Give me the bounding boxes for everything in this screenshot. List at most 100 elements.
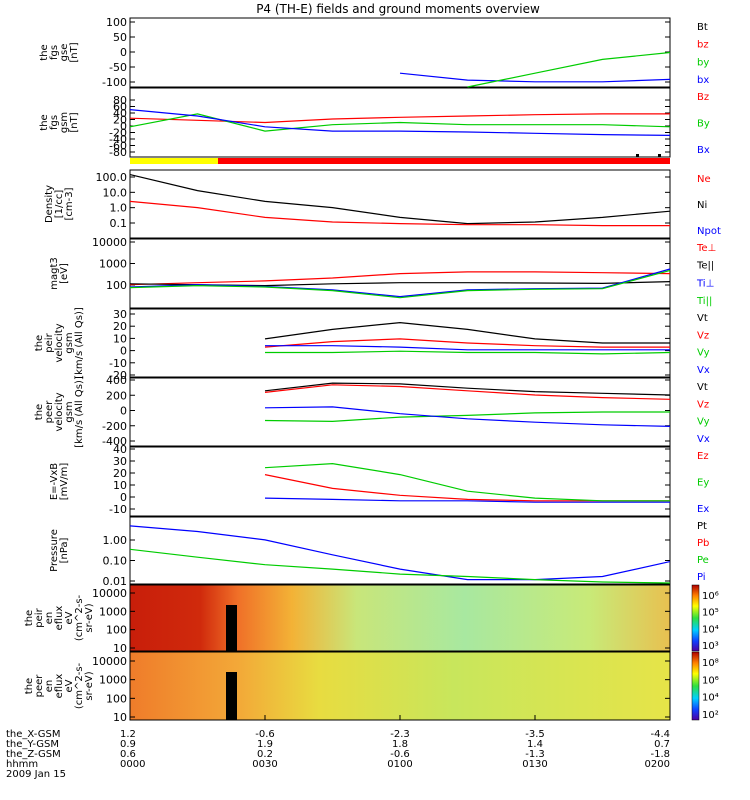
- y-axis-label-line: [eV]: [59, 263, 70, 284]
- ephemeris-value: 0100: [387, 759, 412, 770]
- legend-ni-label: Ni: [697, 200, 707, 211]
- y-axis-label-line: peir: [34, 607, 45, 627]
- y-tick-label: -100: [102, 76, 127, 89]
- y-tick-label: 100: [106, 624, 127, 637]
- y-axis-label-line: [cm-3]: [64, 187, 75, 220]
- ephemeris-value: 0.6: [120, 749, 136, 760]
- y-axis-label-line: eflux: [54, 674, 65, 699]
- spectrogram-gap: [226, 605, 237, 651]
- y-axis-label-line: the: [39, 114, 50, 130]
- y-tick-label: 100: [106, 279, 127, 292]
- series-ez-line: [264, 474, 670, 502]
- legend-vx-label: Vx: [697, 434, 710, 445]
- legend-te-label: Te||: [696, 261, 714, 272]
- y-tick-label: 0.10: [103, 555, 128, 568]
- series-vz-line: [264, 338, 670, 348]
- legend-te-label: Te⊥: [696, 243, 716, 254]
- panel-frame: [129, 446, 671, 517]
- y-axis-label: thepeirvelocitygsm[km/s (All Qs)]: [34, 307, 85, 379]
- y-axis-label-line: Density: [44, 185, 55, 223]
- y-tick-label: 0: [120, 120, 127, 133]
- colorbar-tick-label: 10⁸: [702, 658, 719, 669]
- y-axis-label-line: the: [39, 44, 50, 60]
- series-vz-line: [264, 384, 671, 400]
- y-tick-label: -60: [109, 140, 127, 153]
- y-axis-label-line: magt3: [49, 257, 60, 290]
- y-tick-label: 30: [113, 455, 127, 468]
- y-tick-label: 20: [113, 320, 127, 333]
- legend-bt-label: Bt: [697, 22, 708, 33]
- ephemeris-value: 1.9: [257, 739, 273, 750]
- y-axis-label-line: [nPa]: [59, 537, 70, 563]
- panel-temperature: 10000 1000 100 magt3[eV] Te⊥ Te|| Ti⊥ Ti||: [49, 236, 716, 309]
- y-axis-label-line: the: [24, 610, 35, 626]
- colorbar: [691, 584, 700, 652]
- y-tick-label: 400: [106, 374, 127, 387]
- legend-vy-label: Vy: [697, 417, 710, 428]
- spectrogram-image: [130, 652, 670, 720]
- y-axis-label-line: [1/cc]: [54, 190, 65, 219]
- y-axis-label: thepeirenefluxeV(cm^2-s-sr-eV): [24, 594, 95, 641]
- y-tick-label: 10: [113, 642, 127, 655]
- y-axis-label-line: velocity: [54, 392, 65, 431]
- legend-vt-label: Vt: [697, 313, 708, 324]
- y-tick-label: 200: [106, 389, 127, 402]
- series-te-line: [129, 271, 671, 286]
- y-tick-label: 50: [113, 31, 127, 44]
- y-axis-label-line: gse: [59, 44, 70, 62]
- y-tick-label: -50: [109, 61, 127, 74]
- panel-fgs-gse: 100 50 0 -50 -100 thefgsgse[nT] Bt bz by bx: [39, 16, 709, 89]
- panel-frame: [129, 584, 671, 652]
- y-tick-label: 60: [113, 101, 127, 114]
- y-tick-label: 1000: [99, 605, 127, 618]
- panel-peer-velocity: 400 200 0 -200 -400 thepeervelocitygsm[km/s (…: [34, 374, 710, 448]
- spectrogram-gap: [226, 672, 237, 720]
- y-axis-label-line: gsm: [64, 332, 75, 353]
- y-tick-label: 1000: [99, 258, 127, 271]
- colorbar-tick-label: 10⁶: [702, 675, 719, 686]
- y-axis-label-line: [mV/m]: [59, 463, 70, 501]
- legend-by-label: By: [697, 119, 710, 130]
- legend-ex-label: Ex: [697, 504, 709, 515]
- y-axis-label: Pressure[nPa]: [49, 529, 70, 572]
- y-axis-label-line: (cm^2-s-: [74, 662, 85, 709]
- legend-ti-label: Ti⊥: [696, 278, 714, 289]
- legend-ez-label: Ez: [697, 451, 709, 462]
- y-axis-label-line: velocity: [54, 323, 65, 362]
- series-ti-line: [129, 268, 671, 298]
- y-tick-label: 40: [113, 107, 127, 120]
- legend-pi-label: Pi: [697, 572, 706, 583]
- panel-frame: [129, 87, 671, 158]
- series-ni-line: [129, 174, 671, 225]
- y-tick-label: -400: [102, 435, 127, 448]
- y-tick-label: 10000: [92, 655, 127, 668]
- series-vy-line: [264, 411, 670, 423]
- series-ex-line: [264, 497, 670, 503]
- y-tick-label: -200: [102, 420, 127, 433]
- y-axis-label-line: Pressure: [49, 529, 60, 572]
- series-pi-line: [129, 525, 671, 581]
- legend-by-label: by: [697, 57, 709, 68]
- y-axis-label: Density[1/cc][cm-3]: [44, 185, 75, 223]
- y-axis-label-line: (cm^2-s-: [74, 594, 85, 641]
- mode-bar-tick-2: [658, 154, 661, 157]
- ephemeris-row-label: the_X-GSM: [6, 729, 60, 740]
- date-label: 2009 Jan 15: [6, 769, 66, 780]
- legend-bz-label: Bz: [697, 92, 709, 103]
- y-tick-label: 0: [120, 405, 127, 418]
- series-ey-line: [264, 462, 670, 502]
- y-tick-label: 10000: [92, 587, 127, 600]
- legend-ne-label: Ne: [697, 174, 711, 185]
- colorbar-tick-label: 10³: [702, 641, 719, 652]
- series-vx-line: [264, 406, 671, 427]
- y-axis-label-line: peer: [34, 674, 45, 698]
- y-axis-label-line: fgs: [49, 45, 60, 60]
- y-tick-label: -20: [109, 127, 127, 140]
- legend-ey-label: Ey: [697, 478, 709, 489]
- ephemeris-value: -2.3: [390, 729, 410, 740]
- legend-ti-label: Ti||: [696, 296, 712, 307]
- y-axis-label-line: fgs: [49, 115, 60, 130]
- plot-title: P4 (TH-E) fields and ground moments over…: [256, 2, 540, 16]
- y-axis-label: thefgsgsm[nT]: [39, 112, 80, 133]
- y-tick-label: 0.1: [110, 217, 128, 230]
